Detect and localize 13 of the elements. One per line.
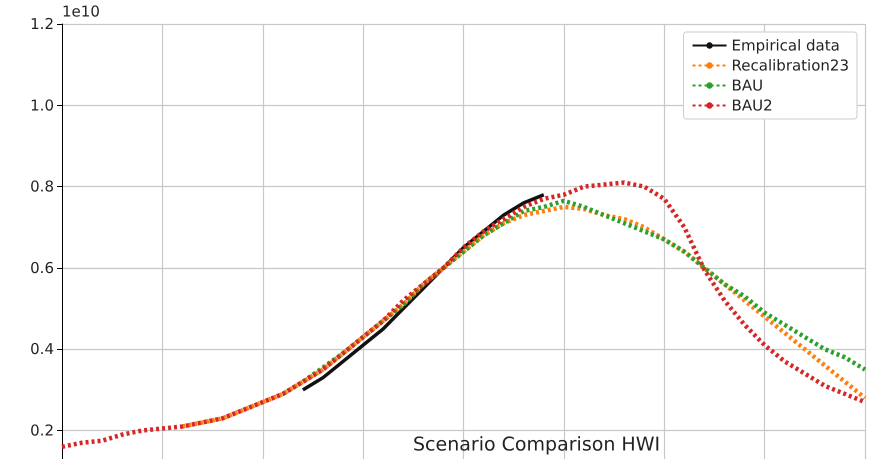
- y-tick-label: 0.4: [30, 340, 54, 358]
- legend-label: Recalibration23: [732, 56, 849, 74]
- line-series: [180, 204, 868, 429]
- y-tick-label: 0.8: [30, 178, 54, 196]
- legend-label: Empirical data: [732, 36, 840, 54]
- y-tick-label: 1.0: [30, 96, 54, 114]
- y-tick-label: 0.6: [30, 258, 54, 277]
- y-tick-label: 0.2: [30, 422, 54, 440]
- legend-label: BAU2: [732, 96, 773, 114]
- legend-label: BAU: [732, 76, 764, 94]
- y-tick-label: 1.2: [30, 15, 54, 33]
- text: 1e10: [62, 2, 100, 20]
- text: Scenario Comparison HWI: [413, 434, 660, 456]
